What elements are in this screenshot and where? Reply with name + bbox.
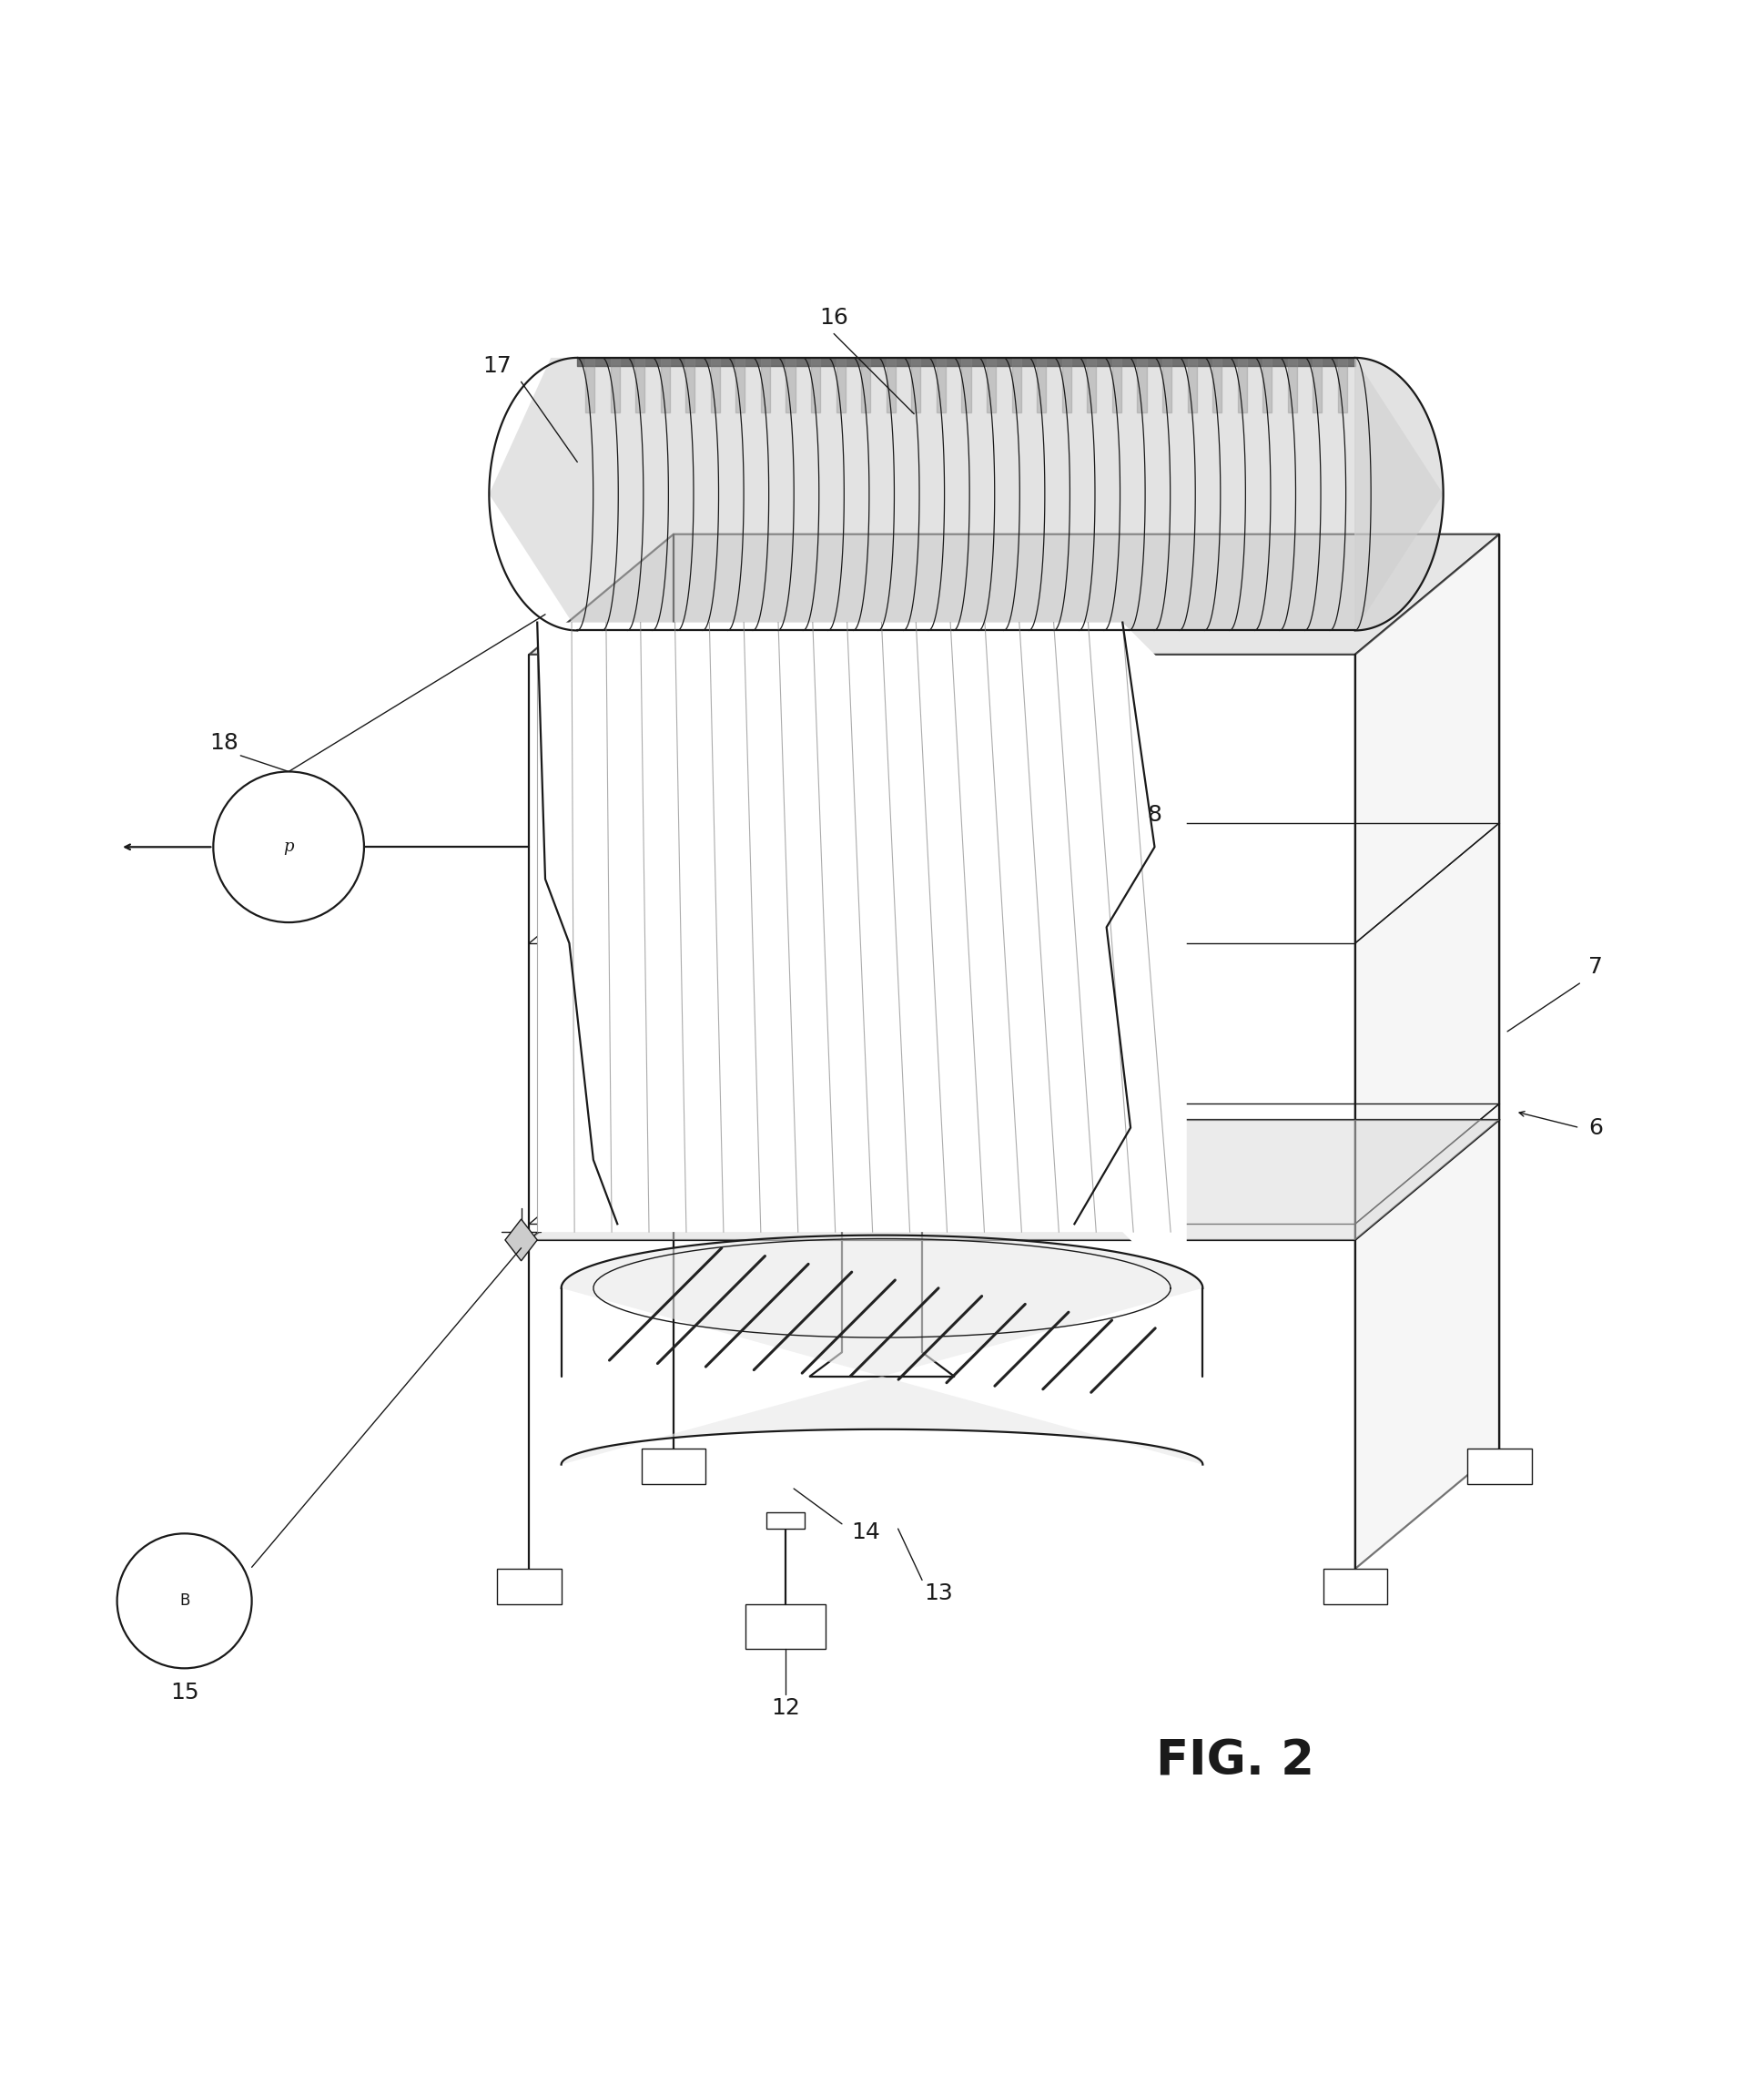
Polygon shape <box>505 1219 538 1261</box>
Text: 7: 7 <box>1588 957 1603 978</box>
Polygon shape <box>1468 1448 1531 1483</box>
Polygon shape <box>642 1448 706 1483</box>
Text: 12: 12 <box>771 1697 801 1720</box>
Text: 16: 16 <box>820 306 848 329</box>
Text: B: B <box>180 1592 189 1609</box>
Text: 13: 13 <box>924 1582 953 1605</box>
Polygon shape <box>538 622 1187 1297</box>
Polygon shape <box>746 1605 826 1649</box>
Text: 6: 6 <box>1588 1117 1603 1138</box>
Text: 8: 8 <box>1147 804 1162 825</box>
Polygon shape <box>1323 1569 1387 1605</box>
Polygon shape <box>529 1119 1499 1240</box>
Polygon shape <box>561 1236 1203 1464</box>
Polygon shape <box>489 358 1443 631</box>
Circle shape <box>213 771 363 922</box>
Text: 15: 15 <box>169 1682 199 1703</box>
Text: 18: 18 <box>210 731 238 754</box>
Text: FIG. 2: FIG. 2 <box>1155 1737 1314 1785</box>
Polygon shape <box>1355 534 1499 1569</box>
Polygon shape <box>767 1513 804 1529</box>
Polygon shape <box>529 534 1499 654</box>
Polygon shape <box>497 1569 561 1605</box>
Circle shape <box>116 1534 252 1668</box>
Text: p: p <box>284 838 295 855</box>
Text: 17: 17 <box>483 354 512 377</box>
Text: 14: 14 <box>852 1521 880 1542</box>
Polygon shape <box>1355 358 1443 631</box>
